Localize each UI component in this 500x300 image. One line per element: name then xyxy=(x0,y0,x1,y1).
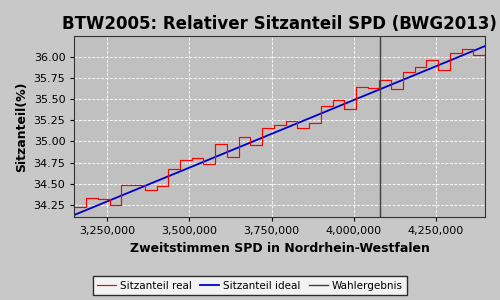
Sitzanteil ideal xyxy=(238,145,244,148)
Sitzanteil ideal xyxy=(354,97,360,101)
Y-axis label: Sitzanteil(%): Sitzanteil(%) xyxy=(15,81,28,172)
Sitzanteil real xyxy=(412,65,418,68)
Sitzanteil real xyxy=(458,47,464,51)
Legend: Sitzanteil real, Sitzanteil ideal, Wahlergebnis: Sitzanteil real, Sitzanteil ideal, Wahle… xyxy=(93,277,407,295)
Sitzanteil ideal xyxy=(252,139,258,142)
Sitzanteil real xyxy=(130,183,136,187)
Sitzanteil ideal xyxy=(482,44,488,48)
Sitzanteil real xyxy=(482,53,488,57)
Sitzanteil ideal xyxy=(399,78,405,82)
X-axis label: Zweitstimmen SPD in Nordrhein-Westfalen: Zweitstimmen SPD in Nordrhein-Westfalen xyxy=(130,242,430,255)
Sitzanteil ideal xyxy=(114,196,119,200)
Sitzanteil ideal xyxy=(72,213,78,217)
Sitzanteil real xyxy=(166,167,172,171)
Sitzanteil real xyxy=(294,126,300,129)
Sitzanteil ideal xyxy=(392,81,398,85)
Line: Sitzanteil ideal: Sitzanteil ideal xyxy=(74,46,485,215)
Title: BTW2005: Relativer Sitzanteil SPD (BWG2013): BTW2005: Relativer Sitzanteil SPD (BWG20… xyxy=(62,15,497,33)
Sitzanteil real xyxy=(72,206,78,209)
Sitzanteil real xyxy=(200,157,206,160)
Line: Sitzanteil real: Sitzanteil real xyxy=(74,49,485,207)
Sitzanteil real xyxy=(424,65,430,68)
